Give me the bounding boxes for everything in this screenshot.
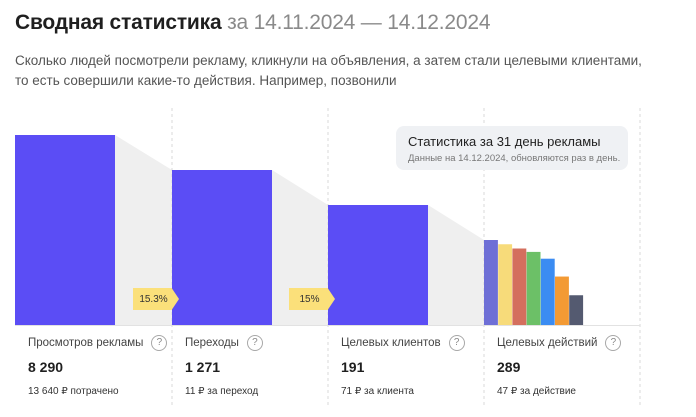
help-icon[interactable]: ? <box>448 335 465 351</box>
help-icon[interactable]: ? <box>605 335 622 351</box>
funnel-connector <box>115 135 172 325</box>
stat-actions: Целевых действий? 289 47 ₽ за действие <box>497 334 647 397</box>
funnel-connector <box>272 170 328 325</box>
stat-note: 13 640 ₽ потрачено <box>28 386 119 397</box>
funnel-connector <box>428 205 484 325</box>
stat-label-text: Просмотров рекламы <box>28 337 144 349</box>
title-period: за 14.11.2024 — 14.12.2024 <box>227 11 491 34</box>
stat-label: Переходы? <box>185 334 335 352</box>
help-icon[interactable]: ? <box>151 335 168 351</box>
page-subtitle: Сколько людей посмотрели рекламу, кликну… <box>15 53 642 88</box>
stat-note: 11 ₽ за переход <box>185 386 259 397</box>
help-icon[interactable]: ? <box>246 335 263 351</box>
stat-label: Целевых действий? <box>497 334 647 352</box>
action-bar <box>569 295 584 325</box>
action-bar <box>484 240 498 325</box>
funnel-bar <box>328 205 428 325</box>
stat-label: Просмотров рекламы? <box>28 334 178 352</box>
stat-value: 1 271 <box>185 359 221 375</box>
stats-tooltip: Статистика за 31 день рекламы Данные на … <box>396 126 628 170</box>
action-bar <box>512 248 527 325</box>
tooltip-note: Данные на 14.12.2024, обновляются раз в … <box>408 153 621 164</box>
stat-note: 71 ₽ за клиента <box>341 386 414 397</box>
stat-label: Целевых клиентов? <box>341 334 491 352</box>
stat-label-text: Целевых клиентов <box>341 337 441 349</box>
action-bar <box>526 251 541 325</box>
stat-label-text: Целевых действий <box>497 337 598 349</box>
page-title: Сводная статистика за 14.11.2024 — 14.12… <box>15 11 491 35</box>
stat-value: 289 <box>497 359 521 375</box>
conversion-badge-1: 15.3% <box>133 288 179 310</box>
stat-value: 191 <box>341 359 365 375</box>
stat-note: 47 ₽ за действие <box>497 386 576 397</box>
funnel-bar <box>15 135 115 325</box>
conversion-badge-2: 15% <box>289 288 335 310</box>
stat-views: Просмотров рекламы? 8 290 13 640 ₽ потра… <box>28 334 178 397</box>
stat-label-text: Переходы <box>185 337 239 349</box>
action-bar <box>555 276 569 325</box>
title-text: Сводная статистика <box>15 11 222 34</box>
action-bar <box>540 258 555 325</box>
funnel-bar <box>172 170 272 325</box>
action-bar <box>498 244 513 325</box>
tooltip-title: Статистика за 31 день рекламы <box>408 134 601 149</box>
stat-clients: Целевых клиентов? 191 71 ₽ за клиента <box>341 334 491 397</box>
stat-value: 8 290 <box>28 359 64 375</box>
stat-clicks: Переходы? 1 271 11 ₽ за переход <box>185 334 335 397</box>
